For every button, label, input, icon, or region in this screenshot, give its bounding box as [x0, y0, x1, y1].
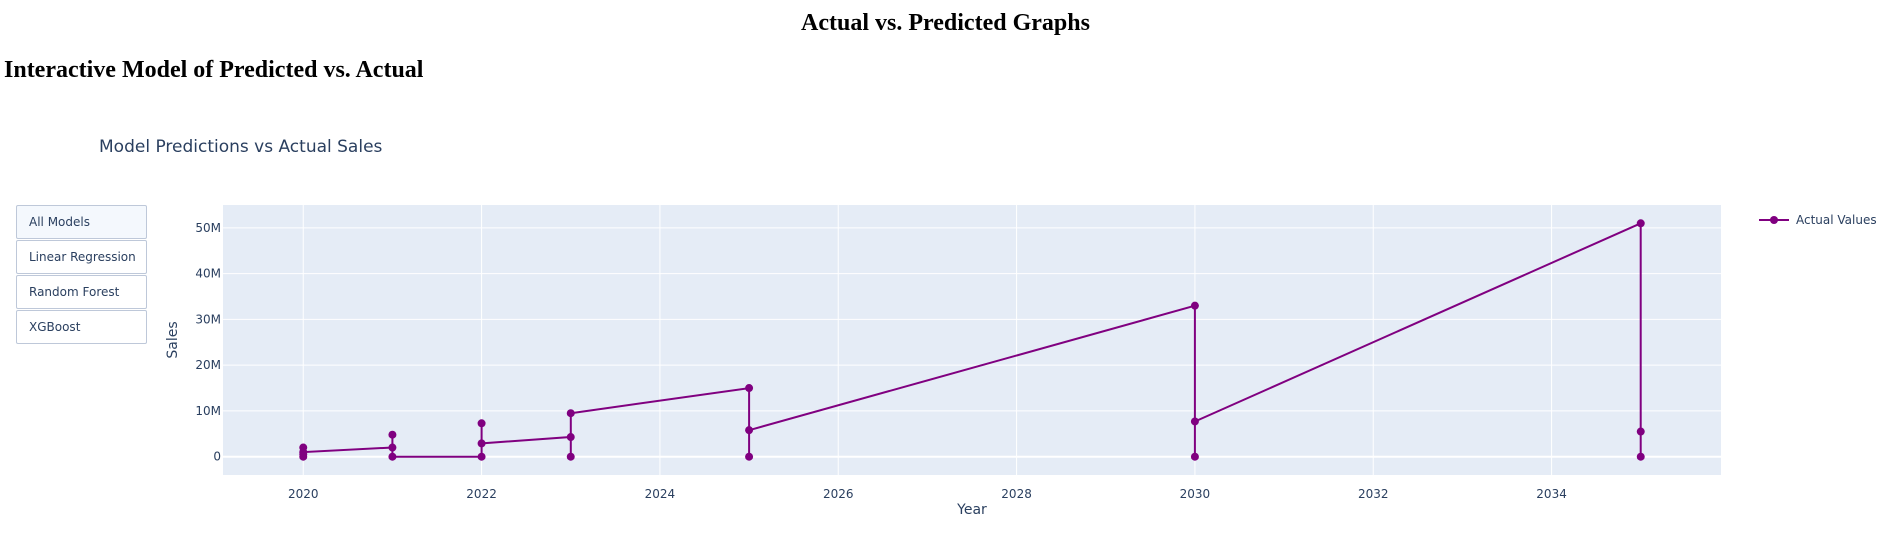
x-gridlines — [302, 205, 1553, 475]
linear-regression-button[interactable]: Linear Regression — [16, 240, 147, 274]
data-point[interactable] — [745, 426, 754, 435]
x-tick-label: 2020 — [288, 487, 319, 501]
y-axis-title: Sales — [165, 321, 181, 358]
y-tick-label: 50M — [195, 221, 221, 235]
series-layer — [299, 219, 1645, 461]
data-point[interactable] — [566, 433, 575, 442]
random-forest-button[interactable]: Random Forest — [16, 275, 147, 309]
series-line — [302, 221, 1642, 458]
plot-background — [223, 205, 1721, 475]
data-point[interactable] — [477, 452, 486, 461]
data-point[interactable] — [1636, 452, 1645, 461]
data-point[interactable] — [477, 419, 486, 428]
data-point[interactable] — [1636, 427, 1645, 436]
x-tick-label: 2024 — [645, 487, 676, 501]
data-point[interactable] — [388, 430, 397, 439]
x-axis-title: Year — [956, 502, 987, 518]
data-point[interactable] — [1636, 219, 1645, 228]
model-selector: All Models Linear Regression Random Fore… — [16, 205, 147, 345]
data-point[interactable] — [299, 448, 308, 457]
legend-swatch-marker — [1770, 216, 1778, 224]
y-tick-labels: 0 10M 20M 30M 40M 50M — [195, 221, 221, 464]
y-tick-label: 10M — [195, 404, 221, 418]
y-tick-label: 40M — [195, 267, 221, 281]
x-tick-label: 2022 — [466, 487, 497, 501]
data-point[interactable] — [477, 439, 486, 448]
data-point[interactable] — [1190, 452, 1199, 461]
legend[interactable]: Actual Values — [1759, 213, 1877, 227]
y-tick-label: 0 — [213, 450, 221, 464]
data-point[interactable] — [1190, 417, 1199, 426]
all-models-button[interactable]: All Models — [16, 205, 147, 239]
data-point[interactable] — [566, 409, 575, 418]
data-point[interactable] — [566, 452, 575, 461]
data-point[interactable] — [1190, 301, 1199, 310]
data-point[interactable] — [388, 452, 397, 461]
legend-label: Actual Values — [1796, 213, 1877, 227]
x-tick-label: 2032 — [1358, 487, 1389, 501]
x-tick-label: 2030 — [1180, 487, 1211, 501]
x-tick-label: 2026 — [823, 487, 854, 501]
chart-title: Model Predictions vs Actual Sales — [99, 137, 383, 157]
y-tick-label: 20M — [195, 358, 221, 372]
page-title: Actual vs. Predicted Graphs — [801, 10, 1090, 36]
y-tick-label: 30M — [195, 312, 221, 326]
x-tick-label: 2034 — [1536, 487, 1567, 501]
section-title: Interactive Model of Predicted vs. Actua… — [4, 57, 424, 83]
x-tick-labels: 2020 2022 2024 2026 2028 2030 2032 2034 — [288, 487, 1567, 501]
data-point[interactable] — [745, 384, 754, 393]
xgboost-button[interactable]: XGBoost — [16, 310, 147, 344]
data-point[interactable] — [388, 443, 397, 452]
data-point[interactable] — [745, 452, 754, 461]
x-tick-label: 2028 — [1001, 487, 1032, 501]
